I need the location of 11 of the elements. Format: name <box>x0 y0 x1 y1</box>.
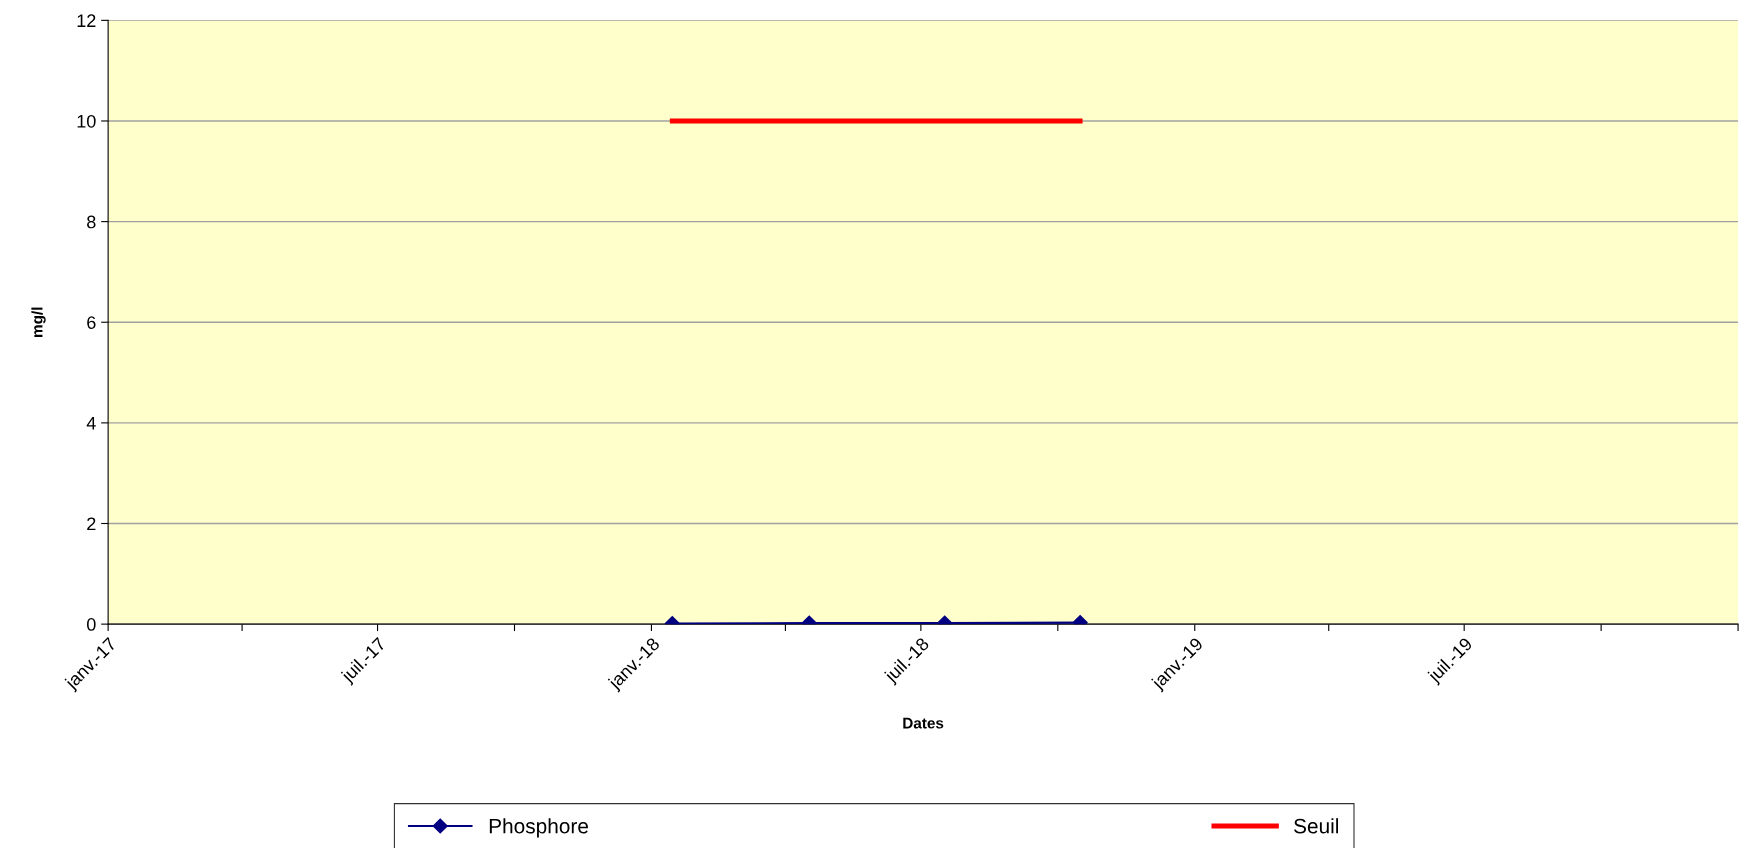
x-axis-title: Dates <box>903 717 944 729</box>
y-tick-label: 0 <box>86 618 96 631</box>
y-tick-label: 10 <box>77 114 96 128</box>
y-tick-label: 6 <box>87 316 96 329</box>
y-axis-title: mg/l <box>31 307 46 337</box>
y-tick-label: 8 <box>87 215 96 229</box>
legend-label: Seuil <box>1294 818 1339 834</box>
y-tick-label: 2 <box>87 517 96 531</box>
legend-label: Phosphore <box>489 818 588 838</box>
y-tick-label: 4 <box>86 416 96 430</box>
y-tick-label: 12 <box>77 14 96 27</box>
